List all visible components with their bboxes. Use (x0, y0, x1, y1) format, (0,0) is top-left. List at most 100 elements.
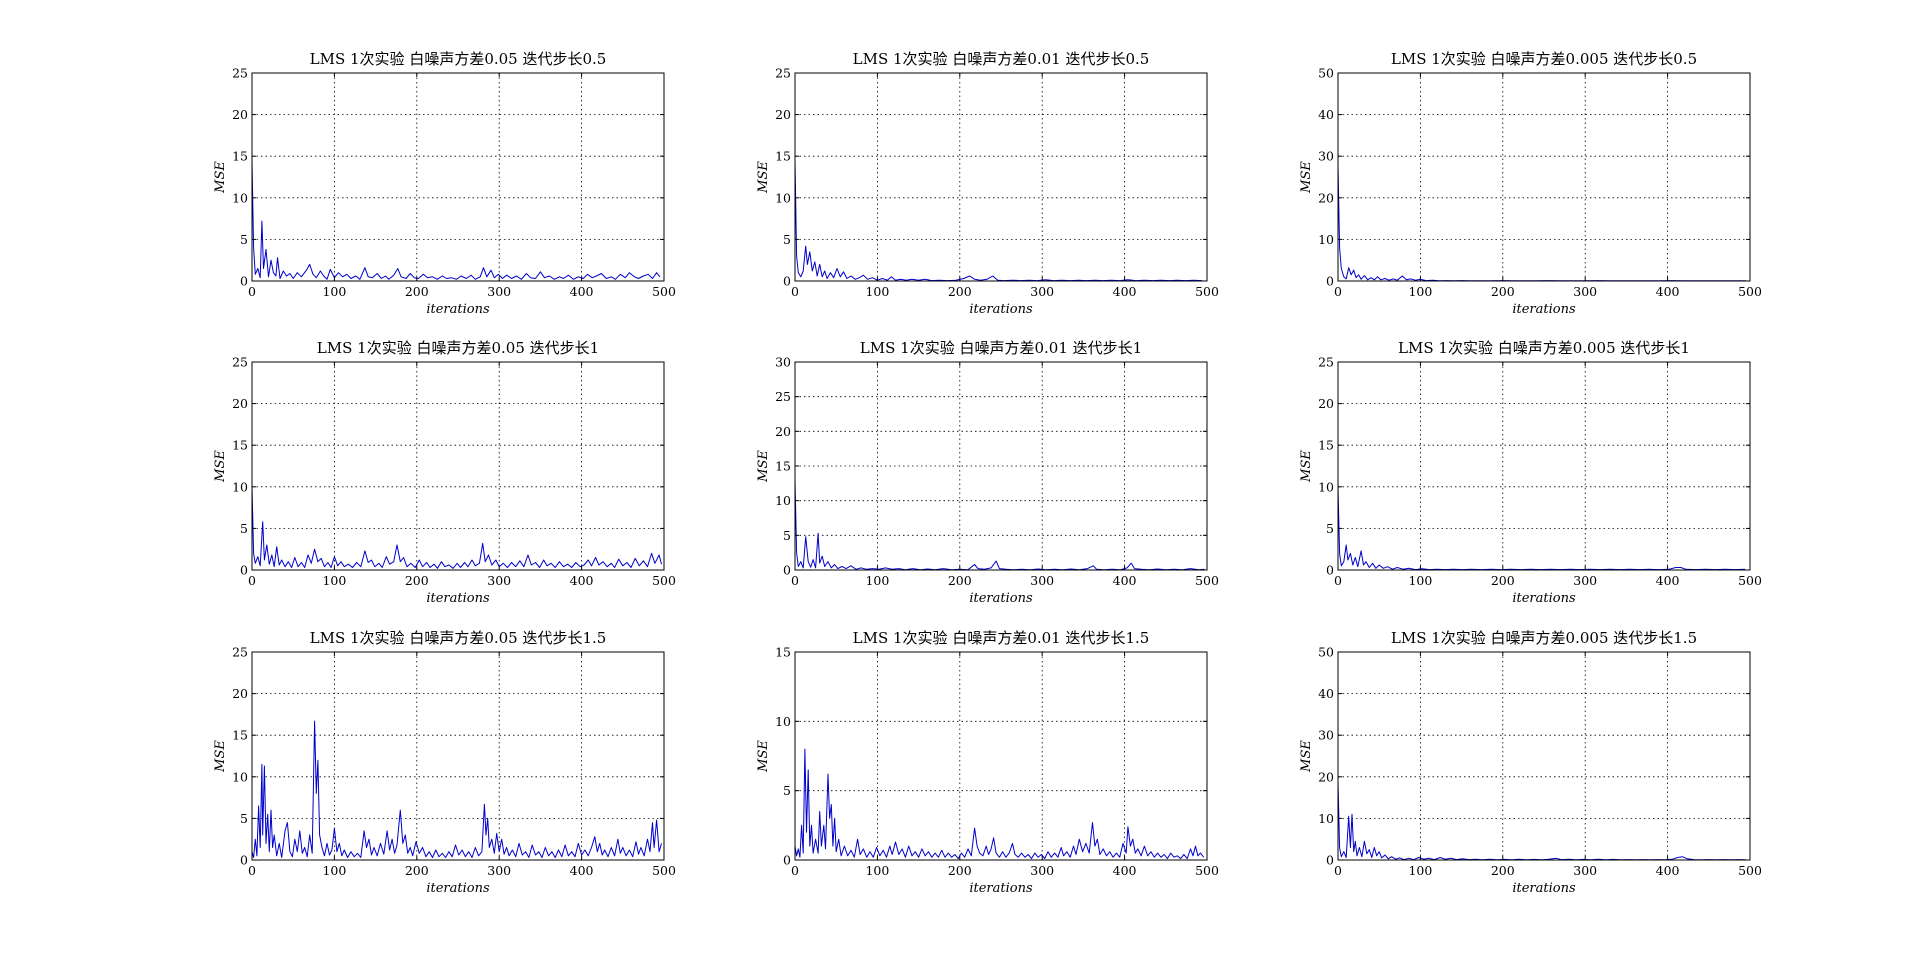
x-tick-label: 0 (1334, 573, 1342, 588)
y-axis-label: MSE (213, 161, 228, 194)
y-tick-label: 10 (1318, 811, 1334, 826)
y-tick-label: 0 (240, 274, 248, 289)
x-tick-label: 400 (1113, 284, 1137, 299)
y-tick-label: 20 (775, 107, 791, 122)
axes-frame (794, 72, 1208, 282)
y-axis-label: MSE (756, 740, 771, 773)
y-tick-label: 0 (240, 853, 248, 868)
y-tick-label: 0 (1326, 274, 1334, 289)
x-tick-label: 100 (322, 573, 346, 588)
y-axis-label: MSE (756, 450, 771, 483)
y-tick-label: 5 (240, 811, 248, 826)
mse-series-line (251, 486, 662, 569)
y-tick-label: 20 (232, 396, 248, 411)
x-tick-label: 200 (405, 284, 429, 299)
x-tick-label: 0 (248, 863, 256, 878)
plot-area (252, 73, 664, 281)
chart-title: LMS 1次实验 白噪声方差0.01 迭代步长0.5 (853, 50, 1150, 68)
subplot-4: 0 100 200 300 400 500 0 5 10 15 20 25 LMS 1次实验 白噪声方差… (213, 339, 676, 606)
y-tick-label: 30 (1318, 728, 1334, 743)
x-tick-label: 0 (791, 573, 799, 588)
y-tick-label: 0 (783, 274, 791, 289)
x-axis-label: iterations (426, 302, 490, 317)
y-tick-label: 5 (240, 521, 248, 536)
axes-frame (1337, 361, 1751, 571)
plot-area (795, 73, 1207, 281)
y-tick-label: 15 (775, 645, 791, 660)
x-tick-label: 100 (322, 284, 346, 299)
y-tick-label: 30 (775, 355, 791, 370)
y-tick-label: 20 (1318, 190, 1334, 205)
y-tick-label: 30 (1318, 149, 1334, 164)
x-tick-label: 500 (1738, 573, 1762, 588)
x-tick-label: 300 (487, 573, 511, 588)
y-axis-label: MSE (1299, 740, 1314, 773)
x-tick-label: 0 (791, 863, 799, 878)
plot-area (795, 652, 1207, 860)
subplot-6: 0 100 200 300 400 500 0 5 10 15 20 25 LMS 1次实验 白噪声方差… (1299, 339, 1762, 606)
axes-frame (1337, 651, 1751, 861)
y-tick-label: 0 (1326, 853, 1334, 868)
y-tick-label: 0 (783, 563, 791, 578)
x-tick-label: 400 (570, 573, 594, 588)
chart-title: LMS 1次实验 白噪声方差0.005 迭代步长0.5 (1391, 50, 1697, 68)
y-tick-label: 40 (1318, 107, 1334, 122)
chart-title: LMS 1次实验 白噪声方差0.01 迭代步长1 (860, 339, 1142, 357)
plot-area (252, 652, 664, 860)
x-tick-label: 100 (865, 573, 889, 588)
x-tick-label: 100 (865, 863, 889, 878)
subplot-7: 0 100 200 300 400 500 0 5 10 15 20 25 LMS 1次实验 白噪声方差… (213, 629, 676, 896)
y-tick-label: 10 (775, 714, 791, 729)
x-tick-label: 400 (1656, 863, 1680, 878)
axes-frame (794, 651, 1208, 861)
y-tick-label: 25 (1318, 355, 1334, 370)
y-tick-label: 10 (775, 190, 791, 205)
y-tick-label: 20 (232, 686, 248, 701)
y-tick-label: 20 (775, 424, 791, 439)
x-tick-label: 500 (1195, 284, 1219, 299)
y-tick-label: 25 (775, 66, 791, 81)
chart-title: LMS 1次实验 白噪声方差0.005 迭代步长1.5 (1391, 629, 1697, 647)
y-tick-label: 20 (232, 107, 248, 122)
axes-frame (251, 361, 665, 571)
y-tick-label: 0 (1326, 563, 1334, 578)
x-tick-label: 200 (1491, 863, 1515, 878)
x-tick-label: 100 (1408, 573, 1432, 588)
y-tick-label: 5 (783, 783, 791, 798)
y-tick-label: 15 (232, 149, 248, 164)
chart-title: LMS 1次实验 白噪声方差0.05 迭代步长0.5 (310, 50, 607, 68)
y-tick-label: 10 (232, 769, 248, 784)
x-tick-label: 300 (1573, 284, 1597, 299)
x-tick-label: 200 (405, 573, 429, 588)
x-tick-label: 300 (487, 863, 511, 878)
chart-title: LMS 1次实验 白噪声方差0.01 迭代步长1.5 (853, 629, 1150, 647)
y-tick-label: 5 (783, 232, 791, 247)
chart-title: LMS 1次实验 白噪声方差0.05 迭代步长1.5 (310, 629, 607, 647)
x-axis-label: iterations (1512, 302, 1576, 317)
plot-area (1338, 652, 1750, 860)
chart-title: LMS 1次实验 白噪声方差0.05 迭代步长1 (317, 339, 599, 357)
x-axis-label: iterations (426, 881, 490, 896)
x-axis-label: iterations (1512, 881, 1576, 896)
x-tick-label: 0 (248, 573, 256, 588)
y-tick-label: 40 (1318, 686, 1334, 701)
x-tick-label: 100 (322, 863, 346, 878)
axes-frame (251, 72, 665, 282)
x-tick-label: 400 (1656, 284, 1680, 299)
y-tick-label: 10 (232, 479, 248, 494)
x-tick-label: 400 (1113, 863, 1137, 878)
plot-area (1338, 73, 1750, 281)
y-tick-label: 10 (1318, 479, 1334, 494)
x-tick-label: 0 (791, 284, 799, 299)
subplot-8: 0 100 200 300 400 500 0 5 10 15 LMS 1次实验 白噪声方差0.01… (756, 629, 1219, 896)
x-tick-label: 200 (1491, 573, 1515, 588)
x-tick-label: 200 (1491, 284, 1515, 299)
x-tick-label: 0 (248, 284, 256, 299)
y-axis-label: MSE (1299, 450, 1314, 483)
x-tick-label: 400 (1656, 573, 1680, 588)
x-tick-label: 200 (948, 573, 972, 588)
y-tick-label: 20 (1318, 769, 1334, 784)
x-tick-label: 500 (1195, 863, 1219, 878)
x-axis-label: iterations (969, 881, 1033, 896)
